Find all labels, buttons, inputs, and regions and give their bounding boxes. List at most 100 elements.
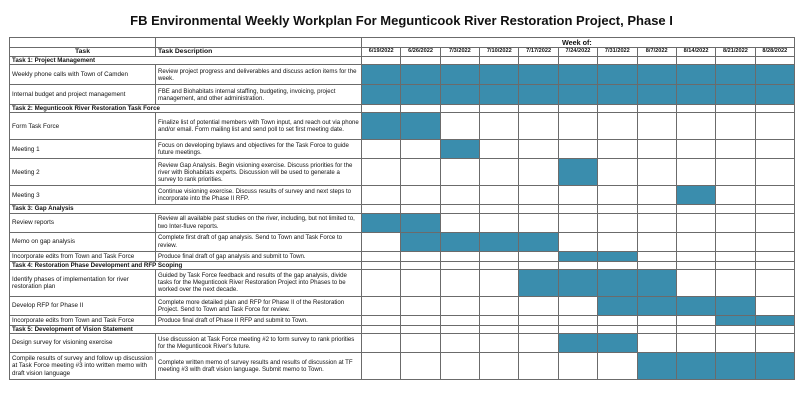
section-week-cell	[557, 324, 599, 335]
section-week-cell	[518, 204, 559, 214]
task-description: Focus on developing bylaws and objective…	[155, 139, 362, 160]
gantt-empty-cell	[360, 295, 402, 316]
gantt-bar-cell	[557, 158, 599, 187]
gantt-bar-cell	[715, 64, 756, 86]
gantt-empty-cell	[400, 314, 441, 326]
section-week-cell	[715, 324, 756, 335]
gantt-bar-cell	[439, 231, 481, 252]
task-description: Review all available past studies on the…	[155, 212, 362, 233]
task-name: Incorporate edits from Town and Task For…	[9, 314, 156, 326]
gantt-empty-cell	[439, 212, 481, 233]
gantt-bar-cell	[636, 295, 677, 316]
gantt-bar-cell	[360, 212, 402, 233]
task-name: Meeting 1	[9, 139, 156, 160]
gantt-bar-cell	[597, 333, 638, 354]
section-week-cell	[360, 55, 402, 66]
gantt-empty-cell	[675, 112, 717, 141]
gantt-empty-cell	[715, 212, 756, 233]
gantt-empty-cell	[754, 158, 796, 187]
task-name: Design survey for visioning exercise	[9, 333, 156, 354]
gantt-empty-cell	[400, 250, 441, 262]
week-header: 6/26/2022	[400, 47, 441, 57]
task-header: Task	[9, 47, 156, 57]
gantt-empty-cell	[715, 231, 756, 252]
gantt-bar-cell	[400, 84, 441, 106]
section-week-cell	[400, 324, 441, 335]
gantt-empty-cell	[518, 139, 559, 160]
gantt-empty-cell	[360, 158, 402, 187]
gantt-empty-cell	[715, 112, 756, 141]
gantt-bar-cell	[400, 64, 441, 86]
week-header: 8/21/2022	[715, 47, 756, 57]
section-week-cell	[597, 55, 638, 66]
gantt-empty-cell	[400, 158, 441, 187]
gantt-bar-cell	[518, 84, 559, 106]
section-week-cell	[518, 104, 559, 114]
gantt-bar-cell	[439, 139, 481, 160]
gantt-empty-cell	[557, 212, 599, 233]
gantt-empty-cell	[715, 139, 756, 160]
gantt-empty-cell	[715, 158, 756, 187]
gantt-empty-cell	[360, 231, 402, 252]
gantt-empty-cell	[636, 231, 677, 252]
gantt-empty-cell	[597, 314, 638, 326]
section-week-cell	[479, 55, 520, 66]
gantt-empty-cell	[518, 333, 559, 354]
description-header: Task Description	[155, 47, 362, 57]
gantt-empty-cell	[479, 112, 520, 141]
gantt-empty-cell	[557, 231, 599, 252]
task-row: Develop RFP for Phase II Complete more de…	[9, 295, 796, 316]
section-week-cell	[754, 55, 796, 66]
gantt-empty-cell	[518, 158, 559, 187]
gantt-empty-cell	[636, 314, 677, 326]
gantt-empty-cell	[400, 268, 441, 297]
section-week-cell	[597, 204, 638, 214]
gantt-bar-cell	[715, 295, 756, 316]
task-description: Review Gap Analysis. Begin visioning exe…	[155, 158, 362, 187]
section-week-cell	[636, 324, 677, 335]
task-row: Form Task Force Finalize list of potentia…	[9, 112, 796, 141]
gantt-empty-cell	[439, 314, 481, 326]
gantt-bar-cell	[518, 64, 559, 86]
gantt-empty-cell	[360, 185, 402, 206]
section-week-cell	[360, 204, 402, 214]
gantt-bar-cell	[715, 352, 756, 381]
gantt-bar-cell	[439, 64, 481, 86]
gantt-empty-cell	[400, 295, 441, 316]
section-week-cell	[597, 104, 638, 114]
page-title: FB Environmental Weekly Workplan For Meg…	[130, 13, 673, 28]
section-week-cell	[754, 204, 796, 214]
gantt-bar-cell	[715, 84, 756, 106]
task-name: Incorporate edits from Town and Task For…	[9, 250, 156, 262]
gantt-empty-cell	[479, 139, 520, 160]
gantt-empty-cell	[360, 314, 402, 326]
section-week-cell	[675, 260, 717, 270]
section-week-cell	[400, 55, 441, 66]
section-week-cell	[675, 55, 717, 66]
gantt-empty-cell	[439, 333, 481, 354]
task-row: Compile results of survey and follow up …	[9, 352, 796, 381]
gantt-empty-cell	[479, 185, 520, 206]
gantt-bar-cell	[597, 84, 638, 106]
gantt-empty-cell	[754, 139, 796, 160]
gantt-empty-cell	[675, 212, 717, 233]
gantt-bar-cell	[597, 64, 638, 86]
gantt-empty-cell	[479, 314, 520, 326]
gantt-empty-cell	[636, 139, 677, 160]
task-description: Review project progress and deliverables…	[155, 64, 362, 86]
gantt-bar-cell	[557, 250, 599, 262]
section-week-cell	[439, 55, 481, 66]
gantt-empty-cell	[597, 139, 638, 160]
task-description: FBE and Biohabitats internal staffing, b…	[155, 84, 362, 106]
gantt-bar-cell	[557, 333, 599, 354]
gantt-empty-cell	[360, 139, 402, 160]
task-name: Identify phases of implementation for ri…	[9, 268, 156, 297]
gantt-empty-cell	[518, 250, 559, 262]
gantt-empty-cell	[636, 250, 677, 262]
gantt-bar-cell	[557, 268, 599, 297]
task-row: Identify phases of implementation for ri…	[9, 268, 796, 297]
gantt-empty-cell	[597, 231, 638, 252]
section-week-cell	[557, 260, 599, 270]
section-week-cell	[360, 104, 402, 114]
gantt-empty-cell	[754, 212, 796, 233]
